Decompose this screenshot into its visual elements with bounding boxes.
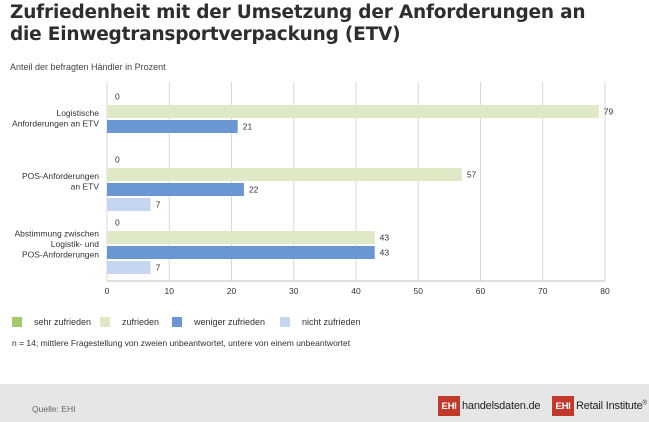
category-label: an ETV xyxy=(71,181,100,191)
bar xyxy=(107,120,238,133)
ehi-logo-box: EHI xyxy=(552,396,574,416)
bar xyxy=(107,246,375,259)
category-label: Logistische xyxy=(56,108,99,118)
legend-swatch xyxy=(172,317,182,327)
category-label: POS-Anforderungen xyxy=(22,171,99,181)
legend-item: nicht zufrieden xyxy=(280,316,361,328)
x-tick-label: 0 xyxy=(105,286,110,296)
bar-value-label: 0 xyxy=(115,155,120,165)
legend-swatch xyxy=(12,317,22,327)
x-tick-label: 50 xyxy=(414,286,424,296)
bar xyxy=(107,198,151,211)
x-tick-label: 60 xyxy=(476,286,486,296)
legend-swatch xyxy=(280,317,290,327)
bar-chart: 0 10 20 30 40 50 60 70 80 0 0 0 79 57 43 21 22 43 7 7 Logist… xyxy=(12,82,614,296)
legend-item: zufrieden xyxy=(100,316,159,328)
x-tick-label: 10 xyxy=(165,286,175,296)
bar-value-label: 43 xyxy=(380,233,390,243)
source-label: Quelle: EHI xyxy=(32,404,76,414)
legend-label: nicht zufrieden xyxy=(302,317,361,327)
handelsdaten-logo-box: EHI xyxy=(438,396,460,416)
ehi-retail-institute-logo[interactable]: EHI Retail Institute® xyxy=(552,396,647,416)
chart-title-line-1: Zufriedenheit mit der Umsetzung der Anfo… xyxy=(10,2,586,23)
bar-value-label: 57 xyxy=(467,170,477,180)
x-tick-label: 80 xyxy=(600,286,610,296)
category-label: Logistik- und xyxy=(51,239,99,249)
ehi-logo-name: Retail Institute xyxy=(576,400,643,412)
category-label: Abstimmung zwischen xyxy=(14,229,99,239)
legend-swatch xyxy=(100,317,110,327)
bar-value-label: 43 xyxy=(380,248,390,258)
chart-title: Zufriedenheit mit der Umsetzung der Anfo… xyxy=(10,2,640,46)
bar xyxy=(107,261,151,274)
ehi-logo-text: Retail Institute® xyxy=(576,400,647,412)
x-tick-label: 20 xyxy=(227,286,237,296)
footer: Quelle: EHI EHI handelsdaten.de EHI Reta… xyxy=(0,384,649,422)
chart-subtitle: Anteil der befragten Händler in Prozent xyxy=(10,62,166,72)
bar xyxy=(107,183,244,196)
legend-item: sehr zufrieden xyxy=(12,316,91,328)
footnote: n = 14; mittlere Fragestellung von zweie… xyxy=(12,338,351,348)
bar-value-label: 0 xyxy=(115,218,120,228)
handelsdaten-logo-text: handelsdaten.de xyxy=(462,400,541,412)
bar xyxy=(107,231,375,244)
bar xyxy=(107,168,462,181)
bar xyxy=(107,105,599,118)
chart-title-line-2: die Einwegtransportverpackung (ETV) xyxy=(10,24,401,45)
bar-value-label: 7 xyxy=(156,200,161,210)
legend-label: weniger zufrieden xyxy=(194,317,266,327)
x-tick-label: 40 xyxy=(351,286,361,296)
bar-value-label: 79 xyxy=(604,107,614,117)
legend-label: sehr zufrieden xyxy=(34,317,92,327)
legend-label: zufrieden xyxy=(122,317,160,327)
x-tick-label: 30 xyxy=(289,286,299,296)
category-label: POS-Anforderungen xyxy=(22,250,99,260)
category-label: Anforderungen an ETV xyxy=(12,118,99,128)
bar-value-label: 7 xyxy=(156,263,161,273)
handelsdaten-logo[interactable]: EHI handelsdaten.de xyxy=(438,396,541,416)
x-tick-label: 70 xyxy=(538,286,548,296)
legend-item: weniger zufrieden xyxy=(172,316,265,328)
bar-value-label: 21 xyxy=(243,122,253,132)
registered-mark: ® xyxy=(642,400,647,407)
bar-value-label: 0 xyxy=(115,92,120,102)
bar-value-label: 22 xyxy=(249,185,259,195)
